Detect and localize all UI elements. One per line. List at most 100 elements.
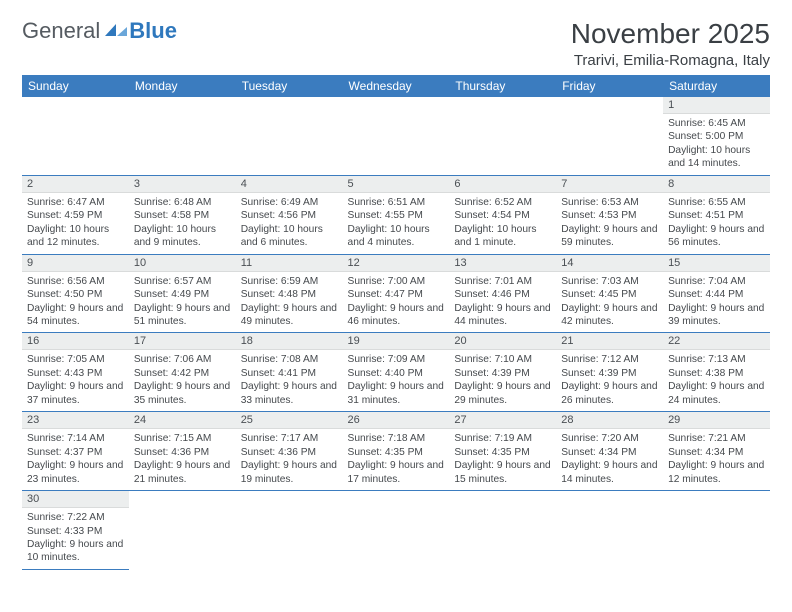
sunrise-text: Sunrise: 7:22 AM: [27, 511, 124, 524]
daylight-text: Daylight: 10 hours and 14 minutes.: [668, 144, 765, 171]
day-number: 10: [129, 255, 236, 272]
sunset-text: Sunset: 4:39 PM: [561, 367, 658, 380]
day-number: 17: [129, 333, 236, 350]
sunrise-text: Sunrise: 7:17 AM: [241, 432, 338, 445]
sunrise-text: Sunrise: 6:51 AM: [348, 196, 445, 209]
weekday-header: Tuesday: [236, 75, 343, 97]
day-details: Sunrise: 7:04 AMSunset: 4:44 PMDaylight:…: [663, 272, 770, 333]
sunset-text: Sunset: 5:00 PM: [668, 130, 765, 143]
daylight-text: Daylight: 10 hours and 9 minutes.: [134, 223, 231, 250]
calendar-cell: 24Sunrise: 7:15 AMSunset: 4:36 PMDayligh…: [129, 412, 236, 491]
day-number: 13: [449, 255, 556, 272]
sunrise-text: Sunrise: 6:55 AM: [668, 196, 765, 209]
sunset-text: Sunset: 4:50 PM: [27, 288, 124, 301]
day-number: 23: [22, 412, 129, 429]
sunset-text: Sunset: 4:34 PM: [668, 446, 765, 459]
calendar-cell: 23Sunrise: 7:14 AMSunset: 4:37 PMDayligh…: [22, 412, 129, 491]
daylight-text: Daylight: 10 hours and 1 minute.: [454, 223, 551, 250]
calendar-cell: 17Sunrise: 7:06 AMSunset: 4:42 PMDayligh…: [129, 333, 236, 412]
sunrise-text: Sunrise: 6:56 AM: [27, 275, 124, 288]
daylight-text: Daylight: 9 hours and 46 minutes.: [348, 302, 445, 329]
sunset-text: Sunset: 4:59 PM: [27, 209, 124, 222]
daylight-text: Daylight: 9 hours and 15 minutes.: [454, 459, 551, 486]
calendar-cell: 3Sunrise: 6:48 AMSunset: 4:58 PMDaylight…: [129, 175, 236, 254]
sunset-text: Sunset: 4:46 PM: [454, 288, 551, 301]
sunrise-text: Sunrise: 7:15 AM: [134, 432, 231, 445]
day-number: 20: [449, 333, 556, 350]
calendar-cell: 26Sunrise: 7:18 AMSunset: 4:35 PMDayligh…: [343, 412, 450, 491]
day-number: 21: [556, 333, 663, 350]
weekday-header: Thursday: [449, 75, 556, 97]
calendar-cell: 18Sunrise: 7:08 AMSunset: 4:41 PMDayligh…: [236, 333, 343, 412]
sunset-text: Sunset: 4:41 PM: [241, 367, 338, 380]
day-details: Sunrise: 7:19 AMSunset: 4:35 PMDaylight:…: [449, 429, 556, 490]
calendar-cell: 7Sunrise: 6:53 AMSunset: 4:53 PMDaylight…: [556, 175, 663, 254]
calendar-cell: 2Sunrise: 6:47 AMSunset: 4:59 PMDaylight…: [22, 175, 129, 254]
weekday-header-row: Sunday Monday Tuesday Wednesday Thursday…: [22, 75, 770, 97]
day-details: Sunrise: 7:08 AMSunset: 4:41 PMDaylight:…: [236, 350, 343, 411]
sunrise-text: Sunrise: 7:13 AM: [668, 353, 765, 366]
calendar-cell: 25Sunrise: 7:17 AMSunset: 4:36 PMDayligh…: [236, 412, 343, 491]
day-number: 2: [22, 176, 129, 193]
calendar-cell: 5Sunrise: 6:51 AMSunset: 4:55 PMDaylight…: [343, 175, 450, 254]
calendar-cell: [449, 97, 556, 175]
day-number: 15: [663, 255, 770, 272]
calendar-cell: 29Sunrise: 7:21 AMSunset: 4:34 PMDayligh…: [663, 412, 770, 491]
daylight-text: Daylight: 9 hours and 35 minutes.: [134, 380, 231, 407]
daylight-text: Daylight: 9 hours and 44 minutes.: [454, 302, 551, 329]
sunset-text: Sunset: 4:56 PM: [241, 209, 338, 222]
day-details: Sunrise: 7:17 AMSunset: 4:36 PMDaylight:…: [236, 429, 343, 490]
daylight-text: Daylight: 10 hours and 6 minutes.: [241, 223, 338, 250]
logo-text-blue: Blue: [129, 18, 177, 44]
sunset-text: Sunset: 4:51 PM: [668, 209, 765, 222]
calendar-cell: 6Sunrise: 6:52 AMSunset: 4:54 PMDaylight…: [449, 175, 556, 254]
calendar-cell: 13Sunrise: 7:01 AMSunset: 4:46 PMDayligh…: [449, 254, 556, 333]
sunset-text: Sunset: 4:43 PM: [27, 367, 124, 380]
day-details: Sunrise: 6:49 AMSunset: 4:56 PMDaylight:…: [236, 193, 343, 254]
sunset-text: Sunset: 4:34 PM: [561, 446, 658, 459]
day-number: 9: [22, 255, 129, 272]
calendar-cell: 20Sunrise: 7:10 AMSunset: 4:39 PMDayligh…: [449, 333, 556, 412]
calendar-cell: 8Sunrise: 6:55 AMSunset: 4:51 PMDaylight…: [663, 175, 770, 254]
day-details: Sunrise: 6:47 AMSunset: 4:59 PMDaylight:…: [22, 193, 129, 254]
daylight-text: Daylight: 9 hours and 26 minutes.: [561, 380, 658, 407]
daylight-text: Daylight: 10 hours and 12 minutes.: [27, 223, 124, 250]
sunset-text: Sunset: 4:58 PM: [134, 209, 231, 222]
calendar-week-row: 23 Sunrise: 7:14 AMSunset: 4:37 PM Dayligh…: [22, 412, 770, 491]
day-details: Sunrise: 6:45 AMSunset: 5:00 PMDaylight:…: [663, 114, 770, 175]
sunrise-text: Sunrise: 7:00 AM: [348, 275, 445, 288]
calendar-cell: [236, 97, 343, 175]
sunrise-text: Sunrise: 6:52 AM: [454, 196, 551, 209]
daylight-text: Daylight: 9 hours and 37 minutes.: [27, 380, 124, 407]
sunrise-text: Sunrise: 7:04 AM: [668, 275, 765, 288]
sunrise-text: Sunrise: 7:18 AM: [348, 432, 445, 445]
sunrise-text: Sunrise: 7:14 AM: [27, 432, 124, 445]
daylight-text: Daylight: 9 hours and 42 minutes.: [561, 302, 658, 329]
calendar-cell: [663, 491, 770, 570]
day-details: Sunrise: 7:00 AMSunset: 4:47 PMDaylight:…: [343, 272, 450, 333]
day-number: 26: [343, 412, 450, 429]
day-details: Sunrise: 7:05 AMSunset: 4:43 PMDaylight:…: [22, 350, 129, 411]
calendar-cell: [343, 97, 450, 175]
day-number: 7: [556, 176, 663, 193]
calendar-cell: [236, 491, 343, 570]
day-number: 8: [663, 176, 770, 193]
calendar-week-row: 30Sunrise: 7:22 AMSunset: 4:33 PMDayligh…: [22, 491, 770, 570]
day-details: Sunrise: 7:20 AMSunset: 4:34 PMDaylight:…: [556, 429, 663, 490]
calendar-cell: 16Sunrise: 7:05 AMSunset: 4:43 PMDayligh…: [22, 333, 129, 412]
day-number: 3: [129, 176, 236, 193]
daylight-text: Daylight: 9 hours and 59 minutes.: [561, 223, 658, 250]
weekday-header: Sunday: [22, 75, 129, 97]
daylight-text: Daylight: 10 hours and 4 minutes.: [348, 223, 445, 250]
sunset-text: Sunset: 4:47 PM: [348, 288, 445, 301]
header: General Blue November 2025 Trarivi, Emil…: [22, 18, 770, 69]
day-number: 25: [236, 412, 343, 429]
sunrise-text: Sunrise: 6:59 AM: [241, 275, 338, 288]
day-number: 5: [343, 176, 450, 193]
sunrise-text: Sunrise: 6:53 AM: [561, 196, 658, 209]
day-details: Sunrise: 7:06 AMSunset: 4:42 PMDaylight:…: [129, 350, 236, 411]
sail-icon: [103, 22, 129, 38]
day-number: 11: [236, 255, 343, 272]
sunset-text: Sunset: 4:37 PM: [27, 446, 124, 459]
sunrise-text: Sunrise: 7:20 AM: [561, 432, 658, 445]
